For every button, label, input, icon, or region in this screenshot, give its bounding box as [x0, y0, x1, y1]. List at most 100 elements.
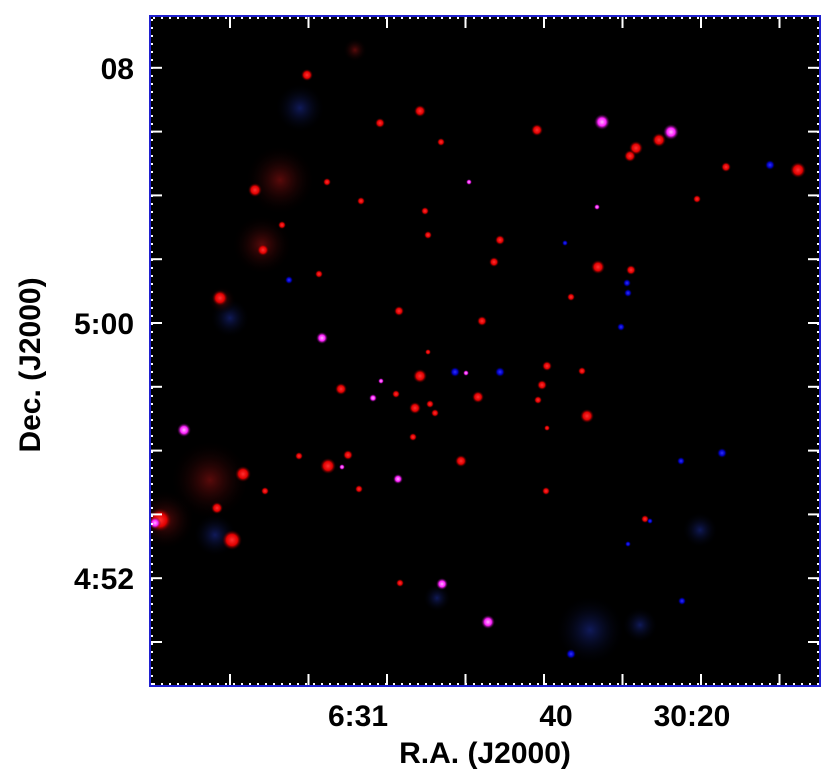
source: [437, 138, 445, 146]
source: [421, 207, 429, 215]
source: [542, 361, 552, 371]
source: [652, 133, 666, 147]
source: [315, 270, 323, 278]
source: [295, 452, 303, 460]
source: [316, 332, 328, 344]
source: [357, 197, 365, 205]
source: [301, 69, 313, 81]
source: [369, 394, 377, 402]
diffuse-source: [343, 38, 367, 62]
source: [392, 390, 400, 398]
source: [495, 367, 505, 377]
diffuse-source: [622, 607, 658, 643]
source: [414, 105, 426, 117]
image-field: [150, 16, 820, 686]
source: [567, 293, 575, 301]
source: [222, 530, 242, 550]
source: [235, 466, 251, 482]
diffuse-source: [423, 584, 451, 612]
source: [591, 260, 605, 274]
source: [531, 124, 543, 136]
source: [623, 279, 631, 287]
source: [212, 290, 228, 306]
source: [335, 383, 347, 395]
source: [211, 502, 223, 514]
source: [721, 162, 731, 172]
source: [594, 114, 610, 130]
source: [339, 464, 345, 470]
source: [677, 457, 685, 465]
source: [544, 425, 550, 431]
x-axis-label: R.A. (J2000): [399, 737, 571, 770]
source: [537, 380, 547, 390]
source: [413, 369, 427, 383]
source: [594, 204, 600, 210]
source: [477, 316, 487, 326]
source: [409, 433, 417, 441]
y-axis-label: Dec. (J2000): [14, 277, 47, 452]
source: [394, 306, 404, 316]
source: [624, 289, 632, 297]
diffuse-source: [682, 512, 718, 548]
x-tick-label: 6:31: [328, 700, 388, 733]
source: [261, 487, 269, 495]
source: [393, 474, 403, 484]
source: [765, 160, 775, 170]
source: [378, 378, 384, 384]
diffuse-source: [275, 83, 325, 133]
source: [693, 195, 701, 203]
x-tick-label: 40: [539, 700, 572, 733]
source: [431, 409, 439, 417]
source: [426, 400, 434, 408]
source: [717, 448, 727, 458]
source: [562, 240, 568, 246]
source: [566, 649, 576, 659]
source: [472, 391, 484, 403]
source: [343, 450, 353, 460]
y-tick-label: 4:52: [74, 563, 134, 596]
source: [663, 124, 679, 140]
source: [424, 231, 432, 239]
source: [625, 541, 631, 547]
source: [489, 257, 499, 267]
source: [617, 323, 625, 331]
y-tick-label: 5:00: [74, 308, 134, 341]
source: [278, 221, 286, 229]
source: [177, 423, 191, 437]
source: [455, 455, 467, 467]
source: [257, 244, 269, 256]
plot-frame: [149, 15, 821, 687]
source: [534, 396, 542, 404]
diffuse-source: [170, 440, 250, 520]
source: [624, 150, 636, 162]
diffuse-source: [245, 145, 315, 215]
source: [450, 367, 460, 377]
source: [436, 578, 448, 590]
source: [375, 118, 385, 128]
source: [323, 178, 331, 186]
source: [150, 517, 161, 529]
source: [481, 615, 495, 629]
diffuse-source: [555, 595, 625, 665]
x-tick-label: 30:20: [654, 700, 731, 733]
source: [647, 518, 653, 524]
source: [248, 183, 262, 197]
source: [580, 409, 594, 423]
source: [495, 235, 505, 245]
source: [409, 402, 421, 414]
sources: [150, 38, 806, 665]
source: [285, 276, 293, 284]
source: [578, 367, 586, 375]
source: [790, 162, 806, 178]
diffuse-source: [150, 490, 195, 550]
source: [320, 458, 336, 474]
source: [355, 485, 363, 493]
source: [678, 597, 686, 605]
source: [425, 349, 431, 355]
y-tick-label: 08: [101, 53, 134, 86]
source: [542, 487, 550, 495]
source: [463, 370, 469, 376]
source: [626, 265, 636, 275]
